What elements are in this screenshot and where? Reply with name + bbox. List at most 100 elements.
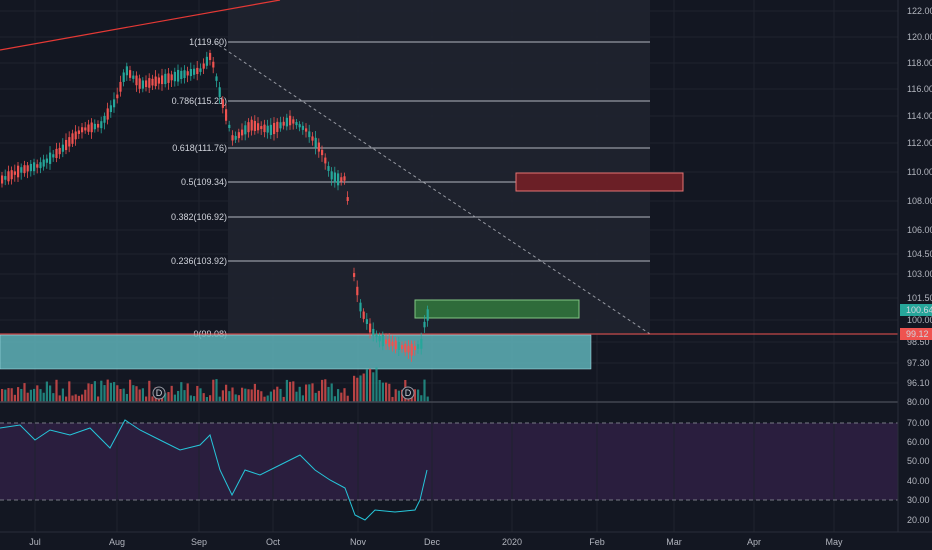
volume-bar [337,389,340,402]
candle-body [71,133,74,144]
candle-body [365,319,368,324]
candle-body [167,73,170,83]
volume-bar [375,367,378,402]
volume-bar [205,396,208,402]
level-price-badge [900,328,932,340]
volume-bar [42,392,45,402]
volume-bar [426,396,429,402]
candle-body [378,335,381,342]
candle-body [247,122,250,133]
candle-body [356,286,359,296]
rsi-line [0,419,428,521]
volume-bar [7,388,10,402]
fib-level-label: 0.236(103.92) [171,256,227,266]
dividend-marker-1[interactable]: D [152,386,166,400]
candle-body [173,71,176,82]
candle-body [391,341,394,346]
volume-bar [314,392,317,402]
candle-body [205,56,208,66]
time-tick-label: Dec [424,537,441,547]
candle-body [90,122,93,133]
candle-body [157,77,160,84]
rising-trendline[interactable] [0,0,281,51]
candle-body [122,72,125,82]
volume-bar [369,368,372,402]
candle-body [148,78,151,88]
candle-body [279,122,282,129]
rsi-band [0,423,898,500]
volume-bar [317,390,320,402]
time-tick-label: Mar [666,537,682,547]
candle-body [413,346,416,351]
candle-body [7,171,10,182]
candle-body [292,119,295,124]
candle-body [193,68,196,75]
volume-bar [193,396,196,402]
candle-body [244,125,247,135]
volume-bar [87,383,90,402]
fib-level-label: 1(119.60) [189,37,227,47]
volume-bar [122,388,125,402]
dividend-marker-2[interactable]: D [401,386,415,400]
volume-bar [1,389,4,402]
volume-bar [292,381,295,402]
candle-body [170,74,173,81]
volume-bar [135,386,138,402]
candle-body [93,123,96,130]
volume-bar [365,369,368,402]
candle-body [189,69,192,77]
candle-body [196,67,199,75]
current-price-label: 100.64 [906,305,932,315]
volume-bar [250,389,253,402]
candle-body [1,175,4,184]
volume-bar [189,395,192,402]
rsi-tick-label: 30.00 [907,495,930,505]
time-axis[interactable] [0,532,932,550]
volume-bar [321,379,324,402]
resistance-zone[interactable] [515,172,684,192]
price-tick-label: 104.50 [907,249,932,259]
candle-body [346,197,349,202]
candle-body [106,108,109,120]
volume-bar [301,395,304,402]
candle-body [161,75,164,85]
time-tick-label: Oct [266,537,281,547]
price-axis[interactable] [898,0,932,532]
volume-bar [74,394,77,402]
candle-body [301,125,304,130]
level-price-label: 99.12 [906,329,929,339]
price-tick-label: 106.00 [907,225,932,235]
candle-body [125,66,128,76]
candle-body [10,170,13,180]
volume-bar [385,382,388,402]
volume-bar [372,372,375,402]
volume-bar [167,392,170,402]
volume-bar [289,381,292,402]
candle-body [311,136,314,141]
candle-body [260,126,263,130]
time-tick-label: 2020 [502,537,522,547]
volume-bar [4,389,7,402]
price-tick-label: 116.00 [907,84,932,94]
fib-level-label: 0.786(115.21) [172,96,227,106]
candle-body [228,124,231,128]
candle-body [381,334,384,347]
rsi-tick-label: 70.00 [907,418,930,428]
volume-bar [202,393,205,402]
volume-bar [164,393,167,402]
volume-bar [138,389,141,402]
candle-body [298,124,301,128]
price-tick-label: 112.00 [907,138,932,148]
volume-bar [241,387,244,402]
volume-bar [253,383,256,402]
volume-bar [388,383,391,402]
support-zone[interactable] [0,334,592,370]
candle-body [333,172,336,183]
candle-body [404,343,407,353]
volume-bar [225,384,228,402]
target-zone[interactable] [414,299,580,319]
volume-bar [145,396,148,402]
candle-body [52,154,55,158]
rsi-tick-label: 50.00 [907,456,930,466]
